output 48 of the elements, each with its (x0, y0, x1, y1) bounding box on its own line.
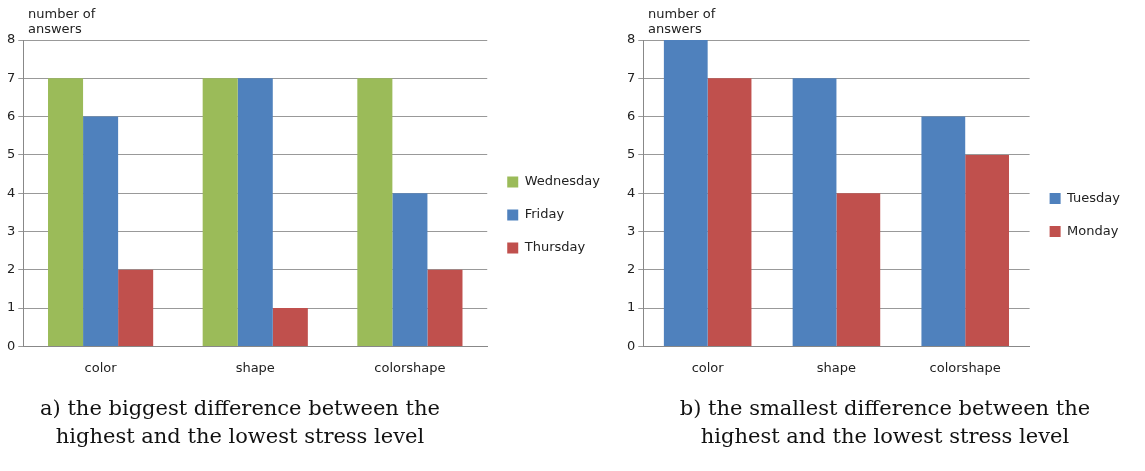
bar (663, 40, 708, 346)
x-tick-label: shape (235, 359, 275, 375)
y-tick-label: 1 (6, 299, 16, 315)
x-tick-label: color (691, 359, 725, 375)
bar (392, 193, 428, 346)
bar (836, 193, 881, 346)
bar (48, 78, 84, 346)
y-tick-label: 5 (6, 146, 16, 162)
y-axis-title: number of answers (28, 6, 97, 36)
text: a) the biggest difference between the highest and the lowest stress level (39, 395, 441, 450)
y-tick-label: 4 (6, 184, 16, 200)
bar (118, 269, 154, 346)
y-tick-label: 0 (626, 337, 636, 353)
y-tick-label: 6 (626, 107, 636, 123)
y-tick-label: 0 (6, 337, 16, 353)
legend-label: Monday (1067, 222, 1119, 238)
y-axis-title: number of answers (648, 6, 717, 36)
y-tick-label: 1 (626, 299, 636, 315)
x-tick-label: colorshape (929, 359, 1001, 375)
y-tick-label: 3 (6, 222, 16, 238)
text: b) the smallest difference between the highest and the lowest stress level (678, 395, 1092, 450)
y-tick-label: 2 (6, 261, 16, 277)
y-tick-label: 7 (6, 69, 16, 85)
legend-label: Tuesday (1066, 189, 1121, 205)
x-tick-label: colorshape (374, 359, 446, 375)
bar (202, 78, 238, 346)
bar (965, 154, 1010, 346)
y-tick-label: 8 (626, 31, 636, 47)
y-tick-label: 4 (626, 184, 636, 200)
bar (83, 116, 119, 346)
bar (921, 116, 966, 346)
y-tick-label: 2 (626, 261, 636, 277)
x-tick-label: color (84, 359, 118, 375)
x-tick-label: shape (816, 359, 857, 375)
y-tick-label: 7 (626, 69, 636, 85)
y-tick-label: 8 (6, 31, 16, 47)
legend-label: Thursday (523, 239, 586, 255)
legend-label: Wednesday (524, 173, 601, 189)
bar (237, 78, 273, 346)
bar (427, 269, 463, 346)
bar (272, 308, 308, 346)
legend-label: Friday (524, 206, 565, 222)
y-tick-label: 5 (626, 146, 636, 162)
y-tick-label: 6 (6, 107, 16, 123)
bar (707, 78, 752, 346)
bar (792, 78, 837, 346)
y-tick-label: 3 (626, 222, 636, 238)
bar (357, 78, 393, 346)
